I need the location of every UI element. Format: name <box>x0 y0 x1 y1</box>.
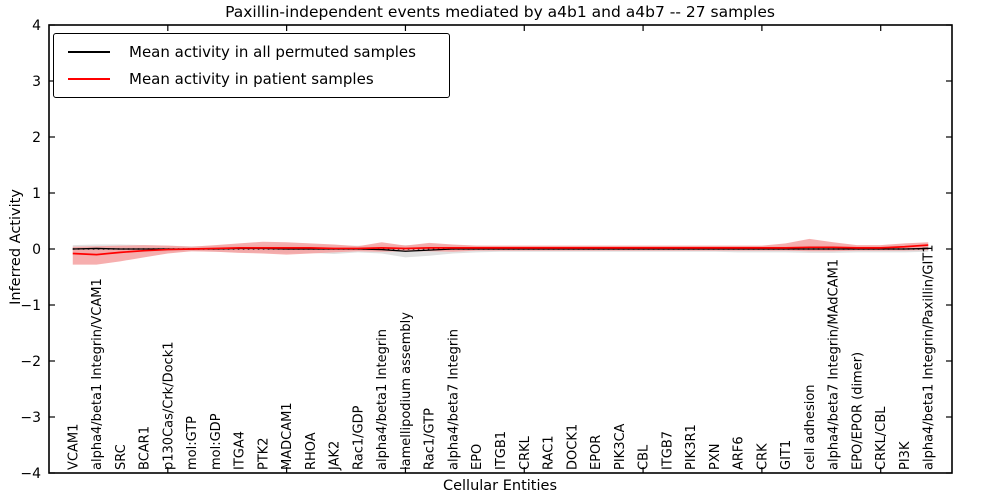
chart-title: Paxillin-independent events mediated by … <box>225 3 775 21</box>
svg-text:PIK3R1: PIK3R1 <box>684 424 699 470</box>
svg-text:PI3K: PI3K <box>898 441 913 470</box>
svg-text:alpha4/beta7 Integrin: alpha4/beta7 Integrin <box>446 329 461 470</box>
svg-text:−2: −2 <box>20 354 41 370</box>
svg-text:ITGB7: ITGB7 <box>660 431 675 470</box>
svg-text:ARF6: ARF6 <box>732 436 747 470</box>
svg-text:ITGA4: ITGA4 <box>233 431 248 470</box>
svg-text:EPO/EPOR (dimer): EPO/EPOR (dimer) <box>850 352 865 470</box>
svg-text:3: 3 <box>32 74 41 90</box>
svg-text:mol:GDP: mol:GDP <box>209 413 224 470</box>
legend-label-patient: Mean activity in patient samples <box>129 70 374 89</box>
svg-text:−1: −1 <box>20 298 41 314</box>
svg-text:PIK3CA: PIK3CA <box>613 423 628 470</box>
y-axis-label: Inferred Activity <box>8 189 24 305</box>
permuted-line-sample-icon <box>68 50 110 53</box>
legend-item-patient: Mean activity in patient samples <box>54 66 449 92</box>
svg-text:RAC1: RAC1 <box>542 435 557 470</box>
x-axis-label: Cellular Entities <box>442 478 558 494</box>
svg-text:CRK: CRK <box>755 443 770 470</box>
svg-text:mol:GTP: mol:GTP <box>185 416 200 470</box>
patient-line-sample-icon <box>68 78 110 81</box>
svg-text:lamellipodium assembly: lamellipodium assembly <box>399 312 414 470</box>
svg-text:1: 1 <box>32 186 41 202</box>
svg-text:SRC: SRC <box>114 444 129 470</box>
svg-text:Rac1/GDP: Rac1/GDP <box>351 405 366 470</box>
svg-text:VCAM1: VCAM1 <box>66 424 81 470</box>
svg-text:RHOA: RHOA <box>304 432 319 470</box>
svg-text:0: 0 <box>32 242 41 258</box>
legend-label-permuted: Mean activity in all permuted samples <box>129 42 416 61</box>
svg-text:DOCK1: DOCK1 <box>565 424 580 470</box>
svg-text:−3: −3 <box>20 410 41 426</box>
svg-text:−4: −4 <box>20 466 41 482</box>
svg-text:4: 4 <box>32 18 41 34</box>
svg-text:alpha4/beta1 Integrin/Paxillin: alpha4/beta1 Integrin/Paxillin/GIT1 <box>922 244 937 470</box>
svg-text:PTK2: PTK2 <box>256 437 271 470</box>
svg-text:alpha4/beta7 Integrin/MAdCAM1: alpha4/beta7 Integrin/MAdCAM1 <box>827 259 842 470</box>
svg-text:MADCAM1: MADCAM1 <box>280 402 295 470</box>
svg-text:Rac1/GTP: Rac1/GTP <box>423 408 438 470</box>
svg-text:CBL: CBL <box>637 444 652 470</box>
svg-text:PXN: PXN <box>708 444 723 470</box>
legend: Mean activity in all permuted samples Me… <box>53 33 450 98</box>
svg-text:EPO: EPO <box>470 444 485 470</box>
svg-text:p130Cas/Crk/Dock1: p130Cas/Crk/Dock1 <box>161 341 176 470</box>
svg-text:BCAR1: BCAR1 <box>138 426 153 470</box>
legend-item-permuted: Mean activity in all permuted samples <box>54 39 449 65</box>
svg-text:alpha4/beta1 Integrin/VCAM1: alpha4/beta1 Integrin/VCAM1 <box>90 278 105 470</box>
svg-text:cell adhesion: cell adhesion <box>803 384 818 470</box>
svg-text:ITGB1: ITGB1 <box>494 431 509 470</box>
svg-text:CRKL: CRKL <box>518 435 533 470</box>
svg-text:2: 2 <box>32 130 41 146</box>
svg-text:alpha4/beta1 Integrin: alpha4/beta1 Integrin <box>375 329 390 470</box>
svg-text:EPOR: EPOR <box>589 435 604 470</box>
svg-text:JAK2: JAK2 <box>328 441 343 471</box>
svg-text:CRKL/CBL: CRKL/CBL <box>874 406 889 470</box>
svg-text:GIT1: GIT1 <box>779 440 794 470</box>
